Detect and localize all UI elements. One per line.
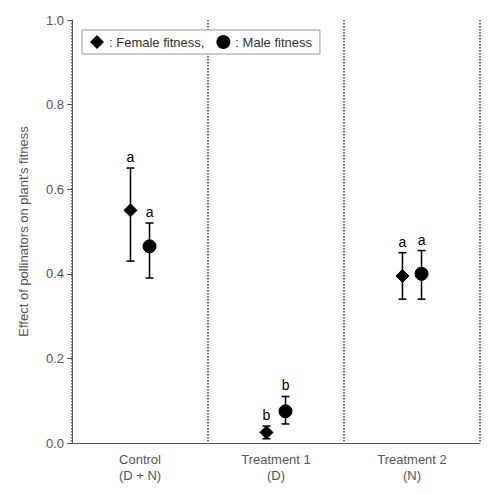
svg-text:Treatment 2: Treatment 2 [377,452,447,467]
svg-text:1.0: 1.0 [46,13,64,28]
svg-text:: Female fitness,: : Female fitness, [109,35,204,50]
svg-text:0.4: 0.4 [46,266,64,281]
svg-text:Effect of pollinators on plant: Effect of pollinators on plant's fitness [16,126,31,337]
svg-text:b: b [282,377,290,393]
svg-text:: Male fitness: : Male fitness [235,35,312,50]
svg-text:(N): (N) [403,468,421,483]
svg-text:0.6: 0.6 [46,182,64,197]
svg-text:Control: Control [119,452,161,467]
svg-text:(D): (D) [267,468,285,483]
svg-text:a: a [399,234,407,250]
svg-text:0.8: 0.8 [46,97,64,112]
svg-text:(D + N): (D + N) [119,468,161,483]
svg-text:b: b [263,407,271,423]
svg-text:0.0: 0.0 [46,436,64,451]
svg-text:Treatment 1: Treatment 1 [241,452,311,467]
svg-text:a: a [146,204,154,220]
svg-text:0.2: 0.2 [46,351,64,366]
svg-text:a: a [127,149,135,165]
svg-text:a: a [418,232,426,248]
